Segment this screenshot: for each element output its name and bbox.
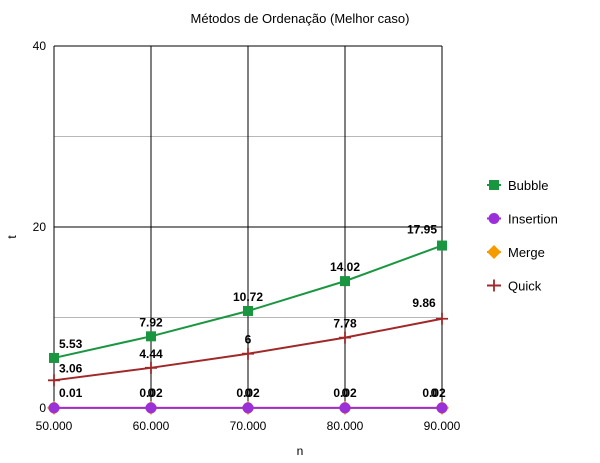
quick-data-label-1: 4.44 [139, 347, 163, 361]
legend-label-bubble: Bubble [508, 178, 548, 193]
legend-marker-quick [488, 279, 500, 292]
quick-data-label-0: 3.06 [59, 361, 83, 375]
quick-point-1 [145, 361, 157, 374]
merge-data-label-3: 0.02 [333, 386, 357, 400]
insertion-point-0 [48, 402, 60, 414]
legend-marker-bubble [489, 180, 499, 190]
x-tick-label-2: 70.000 [230, 419, 267, 433]
y-tick-label-2: 40 [33, 39, 47, 53]
bubble-point-1 [146, 331, 156, 342]
insertion-point-3 [339, 402, 351, 414]
legend-label-quick: Quick [508, 279, 542, 294]
bubble-data-label-0: 5.53 [59, 337, 83, 351]
legend-label-merge: Merge [508, 245, 545, 260]
merge-data-label-2: 0.02 [236, 386, 260, 400]
quick-data-label-3: 7.78 [333, 317, 357, 331]
quick-data-label-4: 9.86 [412, 296, 436, 310]
x-tick-label-3: 80.000 [327, 419, 364, 433]
bubble-point-4 [437, 240, 447, 251]
insertion-point-2 [242, 402, 254, 414]
quick-point-4 [436, 312, 448, 325]
quick-point-2 [242, 347, 254, 360]
insertion-point-1 [145, 402, 157, 414]
y-axis-label: t [5, 235, 19, 239]
bubble-data-label-3: 14.02 [330, 260, 360, 274]
legend-label-insertion: Insertion [508, 212, 558, 227]
legend-marker-merge [487, 245, 501, 259]
x-axis-label: n [297, 444, 304, 458]
insertion-data-label-3: 0 [342, 386, 349, 400]
bubble-point-3 [340, 276, 350, 287]
legend: Bubble Insertion Merge Quick [487, 178, 558, 294]
plot-area: 0 20 40 50.000 60.000 70.000 80.000 90.000 5.53 7… [33, 39, 461, 433]
insertion-point-4 [436, 402, 448, 414]
merge-data-label-4: 0.02 [422, 386, 446, 400]
bubble-point-0 [49, 352, 59, 363]
chart-title: Métodos de Ordenação (Melhor caso) [191, 11, 410, 26]
legend-marker-insertion [488, 213, 500, 224]
quick-data-label-2: 6 [245, 333, 252, 347]
bubble-point-2 [243, 305, 253, 316]
insertion-data-label-4: 0 [431, 386, 438, 400]
y-tick-label-0: 0 [39, 401, 46, 415]
quick-point-0 [48, 374, 60, 387]
x-tick-label-4: 90.000 [424, 419, 461, 433]
insertion-data-label-1: 0 [148, 386, 155, 400]
merge-data-label-1: 0.02 [139, 386, 163, 400]
x-tick-label-1: 60.000 [133, 419, 170, 433]
quick-point-3 [339, 331, 351, 344]
x-tick-label-0: 50.000 [36, 419, 73, 433]
bubble-data-label-2: 10.72 [233, 290, 263, 304]
bubble-data-label-4: 17.95 [407, 223, 437, 237]
insertion-data-label-0: 0.01 [59, 386, 83, 400]
insertion-data-label-2: 0 [245, 386, 252, 400]
y-tick-label-1: 20 [33, 220, 47, 234]
bubble-data-label-1: 7.92 [139, 315, 163, 329]
